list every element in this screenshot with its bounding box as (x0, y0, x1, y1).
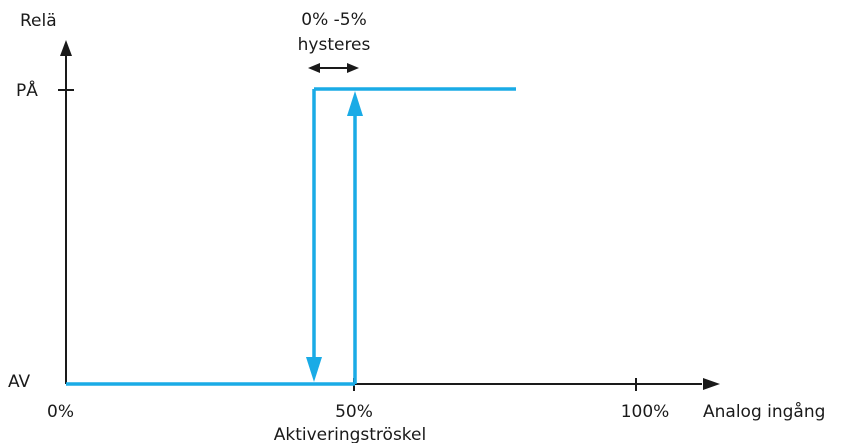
tick-0-label: 0% (47, 402, 74, 422)
tick-50-label: 50% (335, 402, 373, 422)
up-arrow-icon (347, 91, 363, 116)
down-arrow-icon (306, 357, 322, 382)
hysteresis-arrow-right-icon (347, 63, 359, 73)
level-off-label: AV (8, 372, 31, 392)
x-axis-label: Analog ingång (703, 401, 825, 422)
hysteresis-label-line1: 0% -5% (301, 10, 366, 30)
y-axis-label: Relä (20, 11, 57, 31)
hysteresis-arrow-left-icon (308, 63, 320, 73)
hysteresis-curve (66, 87, 516, 386)
tick-100-label: 100% (621, 402, 670, 422)
hysteresis-label-line2: hysteres (298, 35, 371, 55)
y-axis-arrowhead (60, 40, 72, 56)
x-axis-arrowhead (703, 378, 720, 390)
threshold-label: Aktiveringströskel (274, 425, 426, 443)
level-on-label: PÅ (16, 79, 38, 101)
